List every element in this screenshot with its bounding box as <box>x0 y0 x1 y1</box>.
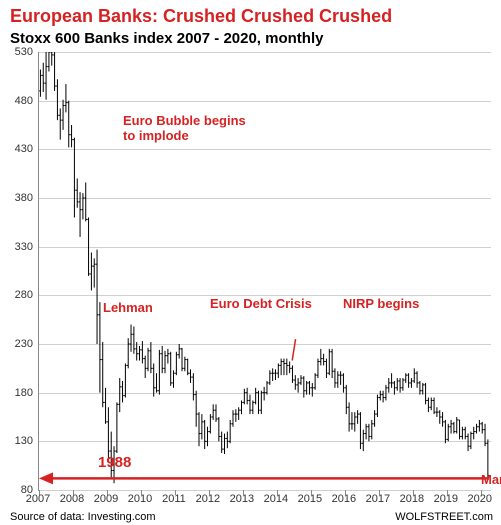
chart-container: European Banks: Crushed Crushed Crushed … <box>0 0 501 525</box>
x-axis-label: 2008 <box>60 493 84 505</box>
chart-title-sub: Stoxx 600 Banks index 2007 - 2020, month… <box>10 30 323 47</box>
nirp-pointer <box>292 339 295 360</box>
x-axis-label: 2012 <box>196 493 220 505</box>
ohlc-series <box>39 52 491 490</box>
x-axis-label: 2017 <box>366 493 390 505</box>
annotation-lehman: Lehman <box>103 301 153 316</box>
x-axis-label: 2013 <box>230 493 254 505</box>
x-axis-label: 2015 <box>298 493 322 505</box>
annotation-mar10: Mar 10 <box>481 473 501 488</box>
x-axis-label: 2009 <box>94 493 118 505</box>
plot-area <box>38 52 491 491</box>
x-axis-label: 2019 <box>434 493 458 505</box>
footer-attribution: WOLFSTREET.com <box>395 511 493 523</box>
annotation-nirp: NIRP begins <box>343 297 419 312</box>
footer-source: Source of data: Investing.com <box>10 511 156 523</box>
y-axis-label: 280 <box>15 289 33 301</box>
y-axis-label: 180 <box>15 387 33 399</box>
x-axis-label: 2010 <box>128 493 152 505</box>
x-axis-label: 2020 <box>468 493 492 505</box>
x-axis-label: 2018 <box>400 493 424 505</box>
y-axis-label: 380 <box>15 192 33 204</box>
x-axis-label: 2014 <box>264 493 288 505</box>
y-axis-label: 480 <box>15 95 33 107</box>
chart-title-main: European Banks: Crushed Crushed Crushed <box>10 6 392 27</box>
y-axis-label: 330 <box>15 241 33 253</box>
y-axis-label: 130 <box>15 435 33 447</box>
y-axis-label: 230 <box>15 338 33 350</box>
x-axis-label: 2007 <box>26 493 50 505</box>
annotation-debt: Euro Debt Crisis <box>210 297 312 312</box>
x-axis-label: 2011 <box>162 493 186 505</box>
annotation-y1988: 1988 <box>98 454 131 471</box>
y-axis-label: 430 <box>15 143 33 155</box>
x-axis-label: 2016 <box>332 493 356 505</box>
reference-arrow <box>39 472 489 484</box>
y-axis-label: 530 <box>15 46 33 58</box>
annotation-bubble: Euro Bubble begins to implode <box>123 114 246 144</box>
